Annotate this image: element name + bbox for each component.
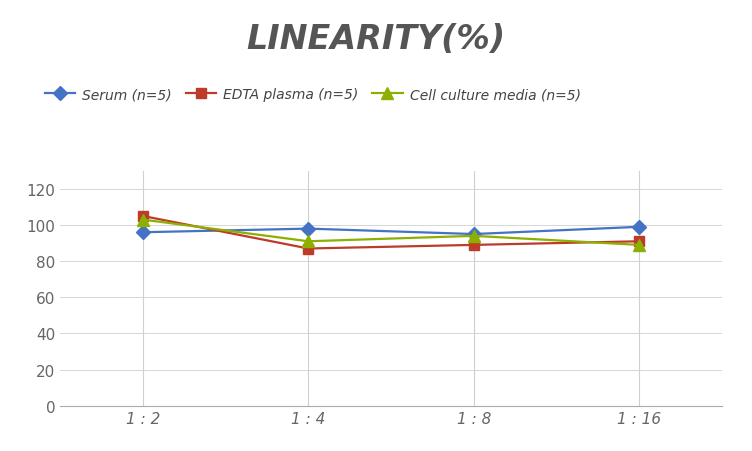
Line: Serum (n=5): Serum (n=5) — [138, 222, 644, 239]
Cell culture media (n=5) — [635, 243, 644, 248]
Line: EDTA plasma (n=5): EDTA plasma (n=5) — [138, 212, 644, 254]
Cell culture media (n=5) — [304, 239, 313, 244]
EDTA plasma (n=5) — [304, 246, 313, 252]
EDTA plasma (n=5) — [635, 239, 644, 244]
Legend: Serum (n=5), EDTA plasma (n=5), Cell culture media (n=5): Serum (n=5), EDTA plasma (n=5), Cell cul… — [44, 88, 581, 102]
EDTA plasma (n=5) — [138, 214, 147, 219]
Serum (n=5) — [304, 226, 313, 232]
Serum (n=5) — [138, 230, 147, 235]
EDTA plasma (n=5) — [469, 243, 478, 248]
Line: Cell culture media (n=5): Cell culture media (n=5) — [138, 215, 644, 251]
Text: LINEARITY(%): LINEARITY(%) — [247, 23, 505, 55]
Serum (n=5) — [635, 225, 644, 230]
Cell culture media (n=5) — [469, 234, 478, 239]
Cell culture media (n=5) — [138, 217, 147, 223]
Serum (n=5) — [469, 232, 478, 237]
